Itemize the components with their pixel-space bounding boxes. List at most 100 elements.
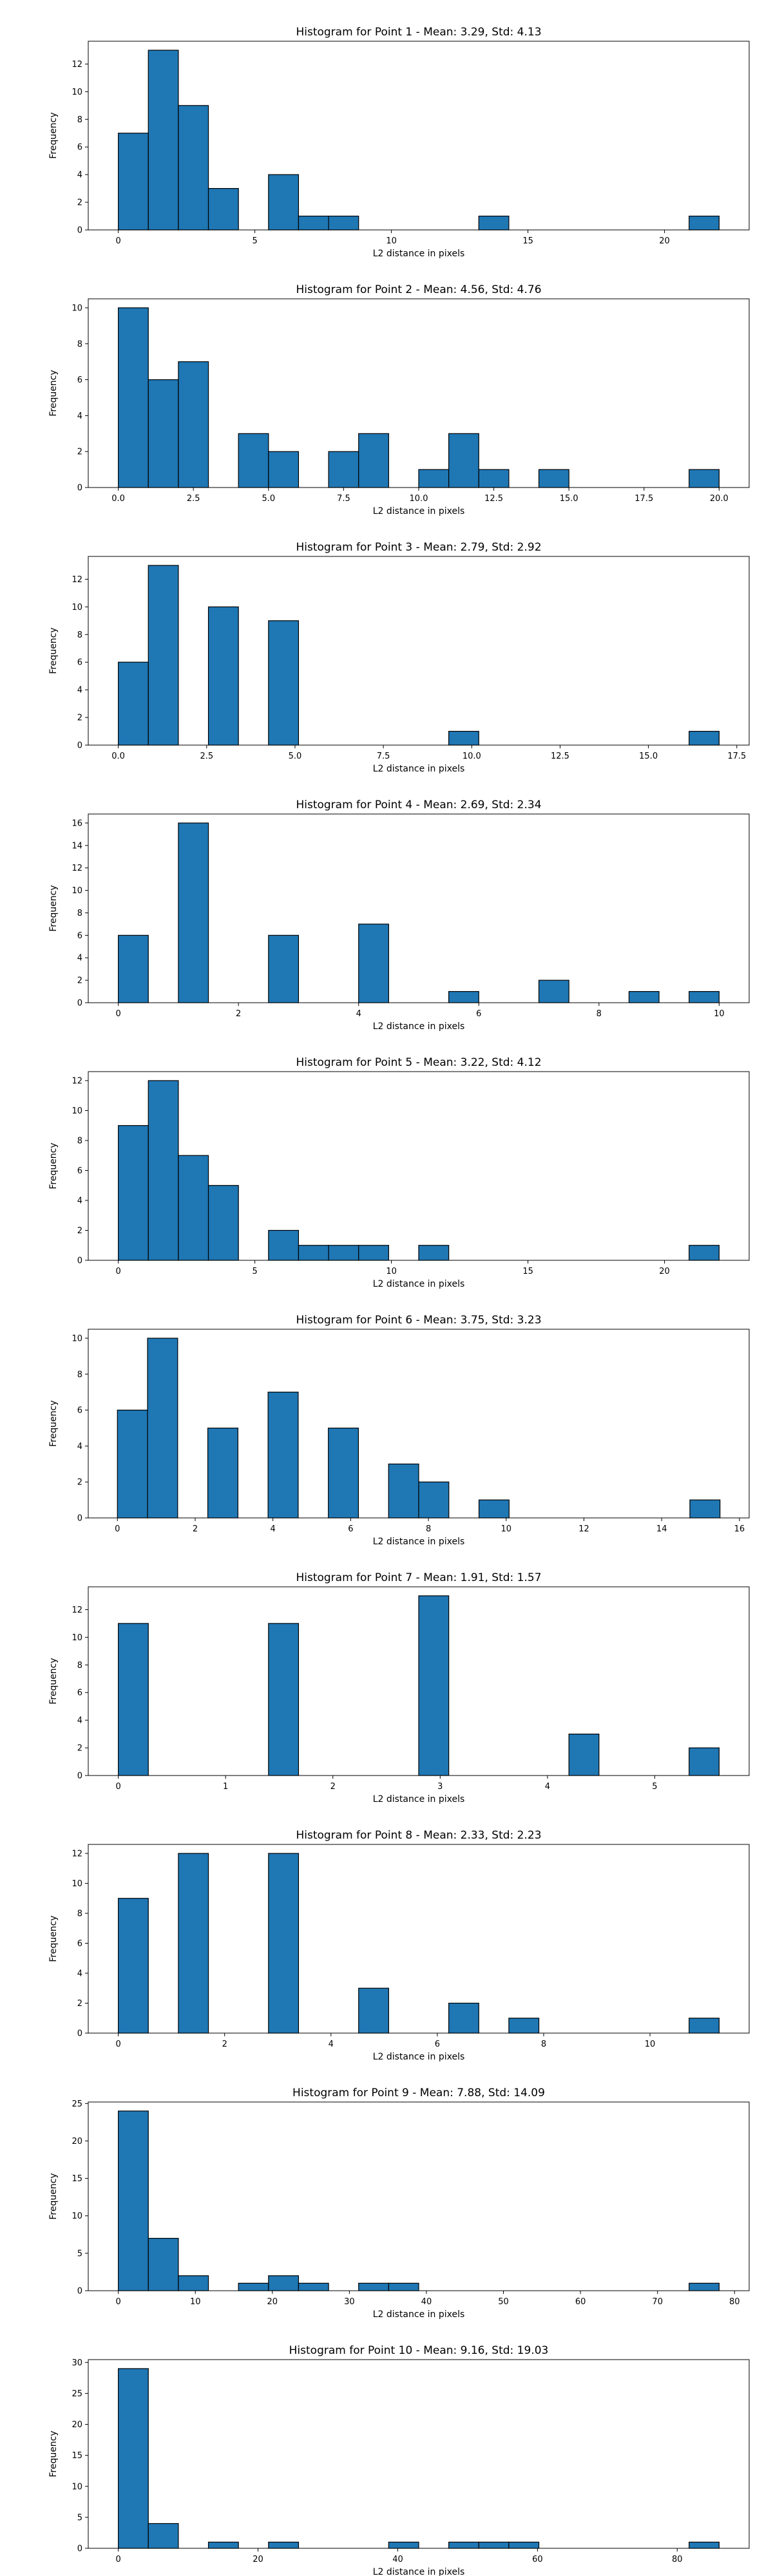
x-tick-label: 10 [386, 236, 397, 246]
axes-frame [88, 1844, 750, 2034]
y-tick-label: 10 [72, 303, 82, 313]
x-tick-label: 7.5 [377, 752, 390, 761]
x-tick-label: 4 [545, 1782, 550, 1792]
histogram-bar [178, 822, 209, 1003]
y-tick-label: 2 [77, 448, 82, 457]
y-tick-label: 6 [77, 1166, 82, 1176]
x-tick-label: 0 [115, 1267, 120, 1276]
x-tick-label: 2 [193, 1524, 198, 1534]
histogram-bar [298, 215, 329, 231]
chart-title: Histogram for Point 10 - Mean: 9.16, Std… [289, 2344, 549, 2357]
histogram-bar [238, 433, 269, 488]
x-tick-label: 5 [252, 1267, 257, 1276]
y-tick-label: 4 [77, 1716, 82, 1726]
y-tick-label: 0 [77, 1514, 82, 1524]
axes-frame [88, 2101, 750, 2291]
histogram-bar [178, 2275, 209, 2291]
y-tick-label: 25 [72, 2099, 82, 2109]
histogram-bar [689, 2018, 720, 2034]
histogram-bar [388, 1463, 419, 1519]
x-tick-label: 0 [115, 2555, 120, 2564]
x-tick-label: 8 [541, 2040, 546, 2049]
histogram-bar [568, 1734, 600, 1776]
x-tick-label: 2 [222, 2040, 227, 2049]
x-tick-label: 0 [115, 1782, 120, 1792]
y-tick-label: 8 [77, 115, 82, 125]
x-tick-label: 2.5 [187, 494, 200, 504]
histogram-bar [268, 1853, 300, 2034]
histogram-bar [418, 469, 450, 488]
y-tick-label: 12 [72, 1605, 82, 1615]
x-tick-label: 6 [348, 1524, 353, 1534]
y-tick-label: 0 [77, 2287, 82, 2297]
y-tick-label: 2 [77, 1744, 82, 1754]
x-axis-label: L2 distance in pixels [373, 764, 465, 774]
x-axis-label: L2 distance in pixels [373, 2052, 465, 2062]
x-tick-label: 15 [522, 1267, 533, 1276]
y-tick-label: 6 [77, 1406, 82, 1416]
histogram-bar [418, 1481, 450, 1519]
chart-title: Histogram for Point 5 - Mean: 3.22, Std:… [296, 1056, 541, 1069]
x-tick-label: 40 [421, 2297, 432, 2307]
histogram-bar [328, 1427, 359, 1519]
axes-frame [88, 1071, 750, 1261]
x-tick-label: 20.0 [710, 494, 729, 504]
y-tick-label: 4 [77, 954, 82, 963]
x-tick-label: 1 [223, 1782, 228, 1792]
y-axis-label: Frequency [48, 2173, 59, 2219]
x-tick-label: 2 [236, 1009, 241, 1019]
histogram-bar [358, 1245, 389, 1261]
histogram-bar [689, 2282, 720, 2291]
x-tick-label: 4 [329, 2040, 334, 2049]
histogram-bar [178, 361, 209, 488]
x-tick-label: 3 [437, 1782, 443, 1792]
histogram-bar [268, 1229, 300, 1261]
y-axis-label: Frequency [48, 885, 59, 931]
histogram-bar [358, 923, 389, 1003]
histogram-bar [689, 1245, 720, 1261]
y-tick-label: 6 [77, 143, 82, 153]
histogram-bar [328, 451, 359, 488]
y-tick-label: 6 [77, 931, 82, 941]
histogram-bar [147, 1338, 178, 1519]
y-tick-label: 8 [77, 1661, 82, 1671]
histogram-bar [148, 379, 179, 488]
histogram-bar [478, 2541, 510, 2549]
x-tick-label: 80 [672, 2555, 683, 2564]
chart-title: Histogram for Point 6 - Mean: 3.75, Std:… [296, 1314, 541, 1327]
y-tick-label: 0 [77, 999, 82, 1009]
x-tick-label: 20 [253, 2555, 263, 2564]
chart-title: Histogram for Point 4 - Mean: 2.69, Std:… [296, 799, 541, 811]
histogram-panel-8: 0 2 4 6 8 10 0 2 4 6 8 10 12 Histogram for Point 8 - … [48, 1829, 750, 2062]
y-axis-label: Frequency [48, 2430, 59, 2477]
histogram-panel-5: 0 5 10 15 20 0 2 4 6 8 10 12 Histogram for Point 5 -… [48, 1056, 750, 1289]
x-tick-label: 10 [501, 1524, 512, 1534]
histogram-bar [148, 565, 179, 746]
y-tick-label: 12 [72, 1849, 82, 1859]
x-tick-label: 20 [659, 236, 670, 246]
histogram-bar [268, 1623, 300, 1776]
histogram-bar [448, 433, 479, 488]
y-tick-label: 10 [72, 1106, 82, 1116]
x-tick-label: 12.5 [484, 494, 503, 504]
x-tick-label: 70 [652, 2297, 663, 2307]
y-tick-label: 2 [77, 1999, 82, 2009]
chart-title: Histogram for Point 7 - Mean: 1.91, Std:… [296, 1571, 541, 1584]
x-tick-label: 5.0 [289, 752, 302, 761]
histogram-bar [689, 469, 720, 488]
y-tick-label: 8 [77, 630, 82, 640]
x-tick-label: 0 [115, 2040, 120, 2049]
x-tick-label: 20 [267, 2297, 278, 2307]
histogram-bar [689, 215, 720, 231]
histogram-bar [268, 620, 300, 746]
x-tick-label: 6 [435, 2040, 440, 2049]
y-tick-label: 4 [77, 1442, 82, 1452]
x-tick-label: 5.0 [262, 494, 275, 504]
x-tick-label: 50 [498, 2297, 509, 2307]
x-tick-label: 0.0 [111, 494, 125, 504]
y-tick-label: 30 [72, 2358, 82, 2368]
x-tick-label: 12 [578, 1524, 589, 1534]
axes-frame [88, 2359, 750, 2549]
